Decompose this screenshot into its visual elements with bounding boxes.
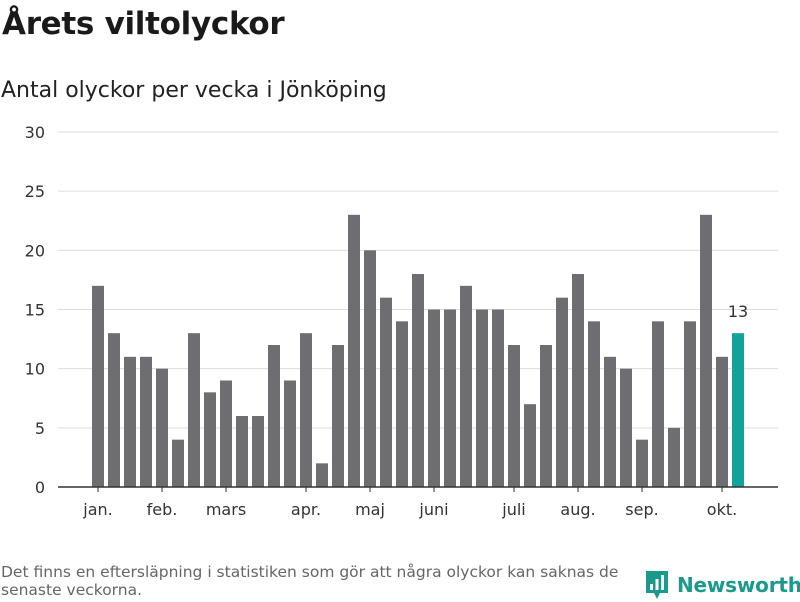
x-tick-label: mars xyxy=(206,500,246,519)
x-tick-label: juli xyxy=(501,500,525,519)
x-tick-label: okt. xyxy=(707,500,737,519)
newsworthy-brand[interactable]: Newsworthy xyxy=(644,568,800,602)
bar xyxy=(316,463,328,487)
bar xyxy=(556,297,568,487)
bar xyxy=(172,439,184,487)
bar xyxy=(540,345,552,487)
x-tick-label: juni xyxy=(418,500,448,519)
x-tick-label: maj xyxy=(355,500,385,519)
bar xyxy=(348,214,360,488)
bar xyxy=(252,416,264,487)
bar xyxy=(156,368,168,487)
brand-name: Newsworthy xyxy=(677,573,800,597)
bar xyxy=(300,333,312,487)
bar xyxy=(652,321,664,487)
bar xyxy=(636,439,648,487)
x-tick-label: aug. xyxy=(560,500,595,519)
bar xyxy=(668,427,680,487)
bar xyxy=(124,356,136,487)
data-labels: 13 xyxy=(728,302,748,321)
y-tick-label: 20 xyxy=(25,241,45,260)
bar xyxy=(684,321,696,487)
y-tick-label: 5 xyxy=(35,419,45,438)
y-tick-label: 25 xyxy=(25,182,45,201)
bar xyxy=(92,285,104,487)
bar xyxy=(108,333,120,487)
bar xyxy=(396,321,408,487)
chart-subtitle: Antal olyckor per vecka i Jönköping xyxy=(1,78,387,103)
bar xyxy=(508,345,520,487)
newsworthy-logo-icon xyxy=(646,571,668,599)
x-tick-label: sep. xyxy=(625,500,658,519)
bars xyxy=(92,214,744,488)
y-tick-label: 30 xyxy=(25,123,45,142)
bar xyxy=(476,309,488,487)
bar xyxy=(188,333,200,487)
bar xyxy=(236,416,248,487)
bar xyxy=(284,380,296,487)
bar xyxy=(444,309,456,487)
bar xyxy=(428,309,440,487)
bar xyxy=(716,356,728,487)
x-axis-month-labels: jan. feb. mars apr. maj juni juli aug. sep. okt. xyxy=(82,487,737,519)
bar xyxy=(204,392,216,487)
highlight-data-label: 13 xyxy=(728,302,748,321)
bar xyxy=(140,356,152,487)
y-axis-ticks: 0 5 10 15 20 25 30 xyxy=(25,123,45,497)
bar xyxy=(620,368,632,487)
bar xyxy=(700,214,712,488)
bar xyxy=(524,404,536,487)
bar xyxy=(380,297,392,487)
y-tick-label: 15 xyxy=(25,301,45,320)
bar xyxy=(332,345,344,487)
bar xyxy=(412,274,424,487)
bar xyxy=(492,309,504,487)
x-tick-label: apr. xyxy=(291,500,321,519)
bar xyxy=(364,250,376,487)
y-tick-label: 10 xyxy=(25,360,45,379)
x-tick-label: jan. xyxy=(82,500,112,519)
bar-highlight xyxy=(732,333,744,487)
x-tick-label: feb. xyxy=(147,500,178,519)
bar xyxy=(588,321,600,487)
bar xyxy=(604,356,616,487)
chart-title: Årets viltolyckor xyxy=(2,6,285,42)
y-tick-label: 0 xyxy=(35,478,45,497)
bar xyxy=(460,285,472,487)
bar xyxy=(572,274,584,487)
bar xyxy=(268,345,280,487)
footnote: Det finns en eftersläpning i statistiken… xyxy=(1,563,619,599)
bar xyxy=(220,380,232,487)
